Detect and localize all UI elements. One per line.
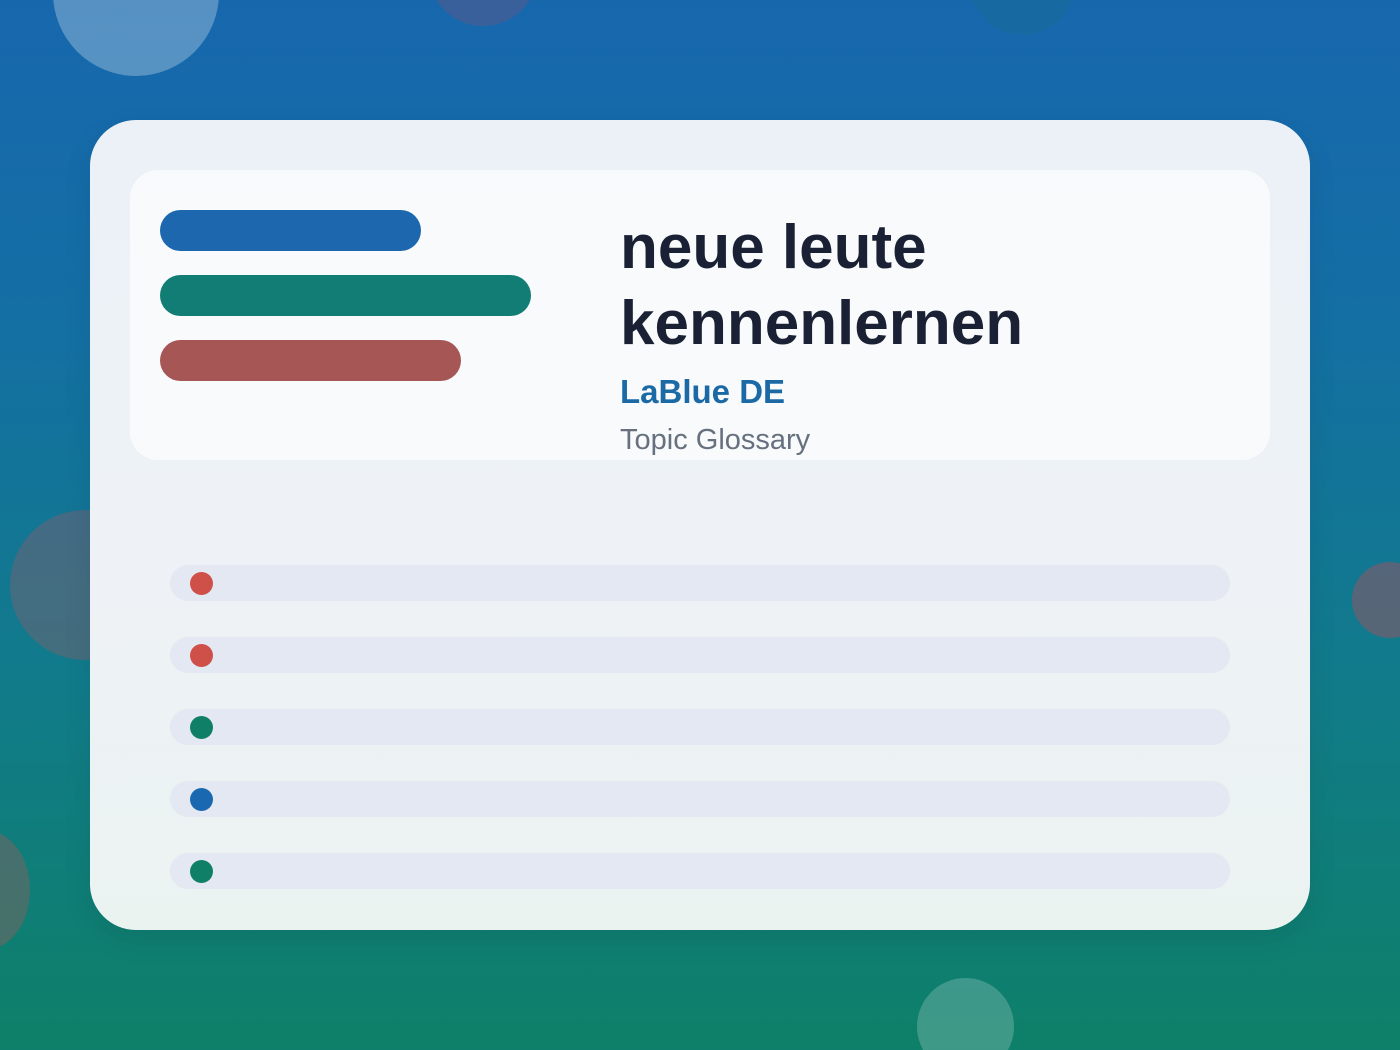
background-bubble — [917, 978, 1014, 1050]
glossary-card: neue leute kennenlernen LaBlue DE Topic … — [90, 120, 1310, 930]
decorative-pill-red — [160, 340, 461, 381]
page-subtitle: Topic Glossary — [620, 424, 811, 456]
bullet-dot-icon — [190, 716, 213, 739]
page-title: neue leute kennenlernen — [620, 213, 1024, 358]
list-item — [170, 565, 1230, 601]
background-bubble — [0, 830, 30, 950]
list-item — [170, 637, 1230, 673]
decorative-pill-teal — [160, 275, 531, 316]
list-item — [170, 709, 1230, 745]
glossary-list — [170, 565, 1230, 925]
card-header: neue leute kennenlernen LaBlue DE Topic … — [130, 170, 1270, 460]
bullet-dot-icon — [190, 788, 213, 811]
list-item — [170, 853, 1230, 889]
bullet-dot-icon — [190, 572, 213, 595]
background-bubble — [970, 0, 1075, 35]
bullet-dot-icon — [190, 860, 213, 883]
bullet-dot-icon — [190, 644, 213, 667]
background-bubble — [428, 0, 538, 26]
background-bubble — [1352, 562, 1400, 638]
background-bubble — [53, 0, 219, 76]
brand-name: LaBlue DE — [620, 373, 786, 410]
decorative-pill-blue — [160, 210, 421, 251]
list-item — [170, 781, 1230, 817]
